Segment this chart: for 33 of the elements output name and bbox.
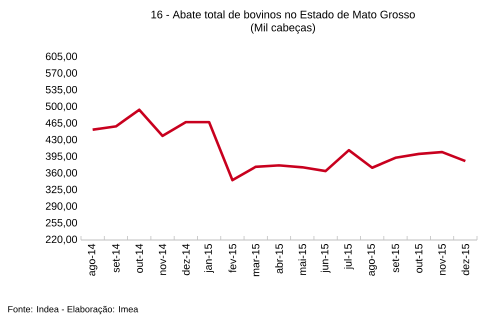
x-tick-label: mar-15 [252, 244, 260, 276]
chart-title: 16 - Abate total de bovinos no Estado de Mato Grosso [151, 10, 415, 18]
x-tick-label: dez-14 [182, 244, 190, 276]
x-tick-label: out-15 [415, 244, 422, 273]
x-tick-label: jul-15 [344, 244, 354, 270]
y-tick-label: 430,00 [46, 136, 78, 145]
y-tick-label: 255,00 [46, 219, 78, 228]
x-tick-label: fev-15 [228, 244, 236, 273]
chart-subtitle: (Mil cabeças) [250, 23, 315, 34]
y-tick-label: 605,00 [46, 52, 78, 62]
x-tick-label: abr-15 [275, 244, 283, 274]
y-tick-label: 360,00 [46, 169, 78, 178]
x-tick-label: ago-15 [367, 244, 377, 276]
x-tick-label: ago-14 [88, 244, 98, 276]
x-tick-label: out-14 [136, 244, 143, 273]
x-tick-label: nov-15 [438, 244, 446, 275]
y-tick-label: 500,00 [46, 102, 78, 112]
x-tick-label: set-15 [392, 244, 400, 272]
source-note: Fonte: Indea - Elaboração: Imea [8, 306, 138, 314]
y-tick-label: 325,00 [46, 186, 78, 194]
x-tick-label: nov-14 [158, 244, 166, 275]
y-tick-label: 465,00 [46, 119, 78, 128]
y-tick-label: 535,00 [46, 86, 78, 95]
x-tick-label: jun-15 [320, 244, 330, 273]
y-tick-label: 290,00 [46, 202, 78, 212]
x-tick-label: mai-15 [298, 244, 306, 275]
x-tick-label: jan-15 [204, 244, 214, 273]
line-series [91, 108, 467, 182]
x-tick-label: set-14 [112, 244, 120, 272]
x-tick-label: dez-15 [462, 244, 470, 276]
y-tick-label: 395,00 [46, 152, 78, 162]
y-tick-label: 570,00 [46, 69, 78, 78]
y-tick-label: 220,00 [46, 236, 78, 244]
